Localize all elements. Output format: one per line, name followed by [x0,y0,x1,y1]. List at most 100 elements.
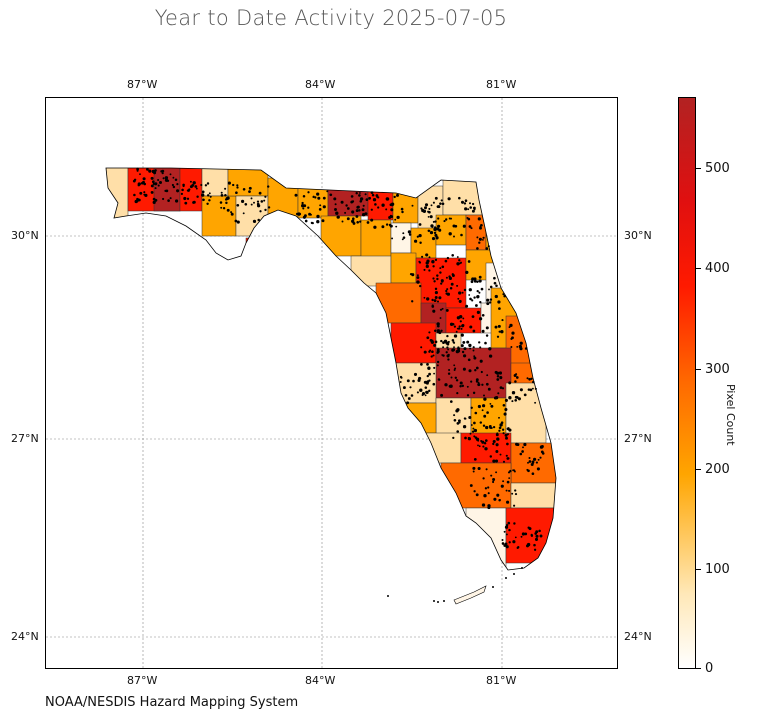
fire-detection-point [377,206,380,209]
fire-detection-point [480,223,483,227]
fire-detection-point [471,209,475,213]
fire-detection-point [461,384,465,388]
fire-detection-point [437,224,441,228]
fire-detection-point [490,474,493,477]
fire-detection-point [506,480,510,484]
fire-detection-point [375,194,379,197]
fire-detection-point [501,542,505,545]
fire-detection-point [471,277,475,281]
fire-detection-point [433,299,437,303]
fire-detection-point [506,442,509,446]
fire-detection-point [485,468,488,471]
fire-detection-point [489,402,492,405]
fire-detection-point [333,197,337,201]
fire-detection-point [481,313,485,317]
fire-detection-point [526,377,529,380]
fire-detection-point [431,298,434,302]
fire-detection-point [184,201,188,205]
fire-detection-point [502,432,505,435]
fire-detection-point [469,432,472,435]
fire-detection-point [356,221,360,224]
fire-detection-point [423,296,426,299]
colorbar-title: Pixel Count [724,384,737,446]
fire-detection-point [456,408,460,412]
fire-detection-point [201,190,205,194]
fire-detection-point [445,289,448,293]
fire-detection-point [530,377,533,380]
fire-detection-point [497,324,501,328]
fire-detection-point [445,308,449,312]
fire-detection-point [439,308,443,311]
fire-detection-point [473,435,476,438]
fire-detection-point [152,182,155,186]
fire-detection-point [472,349,475,352]
fire-detection-point [434,296,438,299]
fire-detection-point [365,198,369,201]
fire-detection-point [470,406,473,410]
fire-detection-point [428,389,431,392]
fire-detection-point [498,429,501,432]
fire-detection-point [472,346,475,349]
fire-detection-point [453,346,455,349]
fire-detection-point [443,220,446,223]
fire-detection-point [453,325,456,328]
fire-detection-point [427,366,431,370]
fire-detection-point [458,196,461,200]
fire-detection-point [446,288,449,291]
fire-detection-point [361,213,366,217]
fire-detection-point [161,172,164,175]
fire-detection-point [433,366,436,369]
fire-detection-point [485,247,489,250]
fire-detection-point [209,195,212,198]
fire-detection-point [495,284,498,288]
fire-detection-point [472,391,476,395]
map-panel [45,97,618,669]
lat-label-right-30n: 30°N [624,229,652,242]
fire-detection-point [486,302,490,306]
fire-detection-point [154,182,158,186]
fire-detection-point [150,176,154,180]
fire-detection-point [503,294,506,298]
fire-detection-point [407,397,411,400]
fire-detection-point [499,423,503,427]
fire-detection-point [473,355,476,358]
fire-detection-point [501,387,505,390]
fire-detection-point [464,207,468,211]
fire-detection-point [485,382,489,386]
fire-detection-point [464,436,467,440]
colorbar [678,97,696,669]
fire-detection-point [167,199,170,202]
fire-detection-point [433,343,437,347]
fire-detection-point [470,227,473,230]
fire-detection-point [536,467,540,471]
fire-detection-point [385,197,389,201]
fire-detection-point [448,232,452,236]
fire-detection-point [488,354,493,358]
fire-detection-point [428,269,431,272]
fire-detection-point [468,343,472,348]
fire-detection-point [402,386,406,390]
fire-detection-point [355,209,359,213]
fire-detection-point [447,348,450,351]
fire-detection-point [358,209,361,212]
fire-detection-point [385,223,389,226]
fire-detection-point [535,461,538,464]
fire-detection-point [351,210,355,214]
fire-detection-point [158,180,163,185]
fire-detection-point [474,304,478,307]
fire-detection-point [533,548,537,551]
fire-detection-point [406,401,410,405]
fire-detection-point [467,260,471,263]
fire-detection-point [395,225,398,228]
fire-detection-point [524,347,528,350]
fire-detection-point [508,541,511,544]
fire-detection-point [451,322,455,326]
florida-keys [453,585,487,605]
fire-detection-point [426,336,430,340]
fire-detection-point [503,412,507,416]
lon-label-top-81w: 81°W [486,78,517,91]
fire-detection-point [505,489,508,492]
fire-detection-point [472,470,475,473]
colorbar-tick [696,268,701,269]
fire-detection-point [511,331,515,335]
